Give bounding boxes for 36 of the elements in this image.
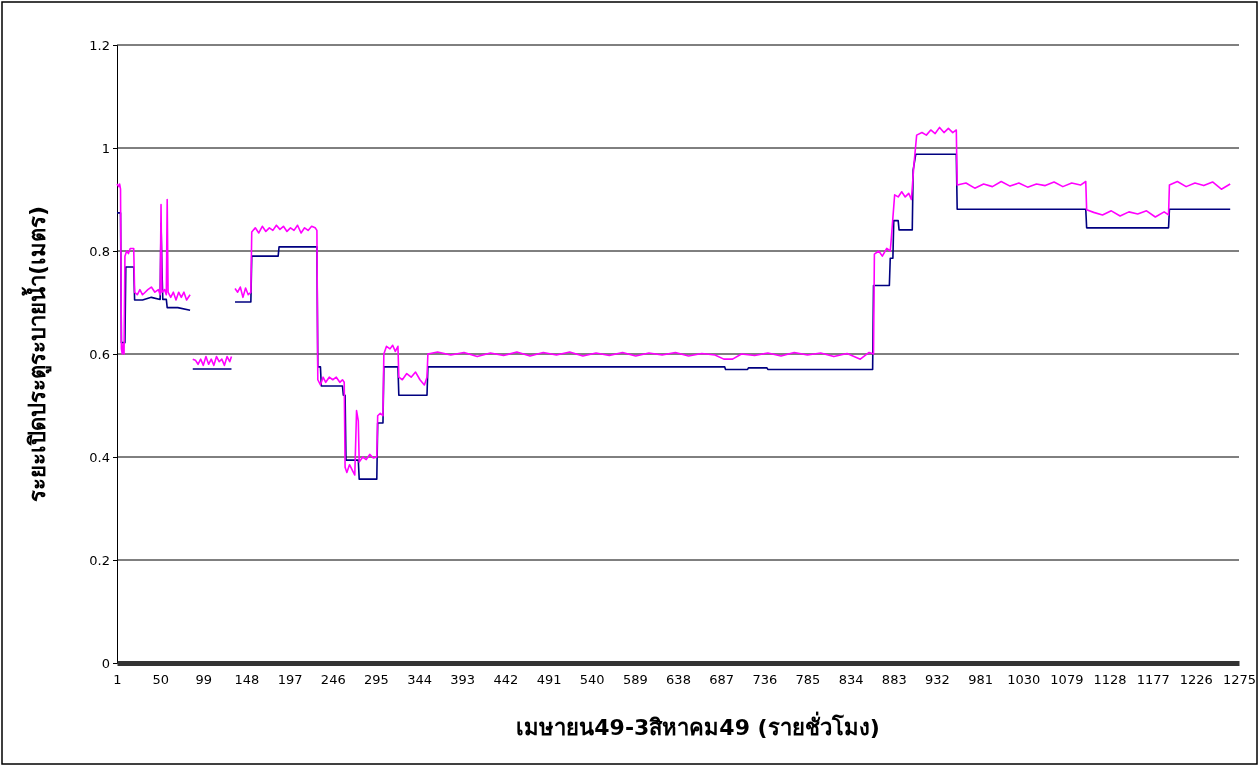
x-tick-label: 295 <box>364 672 389 688</box>
x-tick-label: 932 <box>925 672 950 688</box>
x-tick-label: 1079 <box>1050 672 1084 688</box>
x-tick-label: 442 <box>493 672 519 688</box>
x-tick-label: 638 <box>666 672 691 688</box>
y-tick-label: 0.4 <box>89 449 110 465</box>
x-tick-label: 1226 <box>1179 672 1213 688</box>
x-tick-label: 981 <box>968 672 993 688</box>
y-tick-label: 0.2 <box>89 552 110 568</box>
y-tick-label: 1.2 <box>89 37 110 53</box>
x-tick-label: 1 <box>113 672 122 688</box>
x-tick-label: 246 <box>320 672 346 688</box>
x-axis-title: เมษายน49-3สิหาคม49 (รายชั่วโมง) <box>516 711 880 740</box>
y-tick-label: 1 <box>101 140 110 156</box>
x-tick-label: 344 <box>407 672 432 688</box>
x-tick-label: 1177 <box>1136 672 1170 688</box>
y-tick-label: 0.6 <box>89 346 110 362</box>
x-tick-label: 393 <box>450 672 476 688</box>
x-tick-label: 1275 <box>1222 672 1257 688</box>
x-tick-label: 736 <box>752 672 778 688</box>
x-tick-label: 491 <box>536 672 562 688</box>
x-tick-label: 785 <box>795 672 821 688</box>
x-tick-label: 883 <box>881 672 907 688</box>
x-tick-label: 148 <box>234 672 260 688</box>
x-tick-label: 1030 <box>1007 672 1041 688</box>
x-tick-label: 589 <box>622 672 648 688</box>
y-axis-title: ระยะเปิดประตูระบายน้ำ(เมตร) <box>21 205 52 503</box>
x-tick-label: 540 <box>579 672 605 688</box>
x-tick-label: 687 <box>709 672 735 688</box>
x-tick-label: 834 <box>838 672 864 688</box>
y-tick-label: 0 <box>101 655 110 671</box>
x-tick-label: 50 <box>152 672 169 688</box>
y-tick-label: 0.8 <box>89 243 110 259</box>
x-tick-label: 1128 <box>1093 672 1127 688</box>
x-tick-label: 99 <box>195 672 213 688</box>
x-tick-label: 197 <box>277 672 303 688</box>
